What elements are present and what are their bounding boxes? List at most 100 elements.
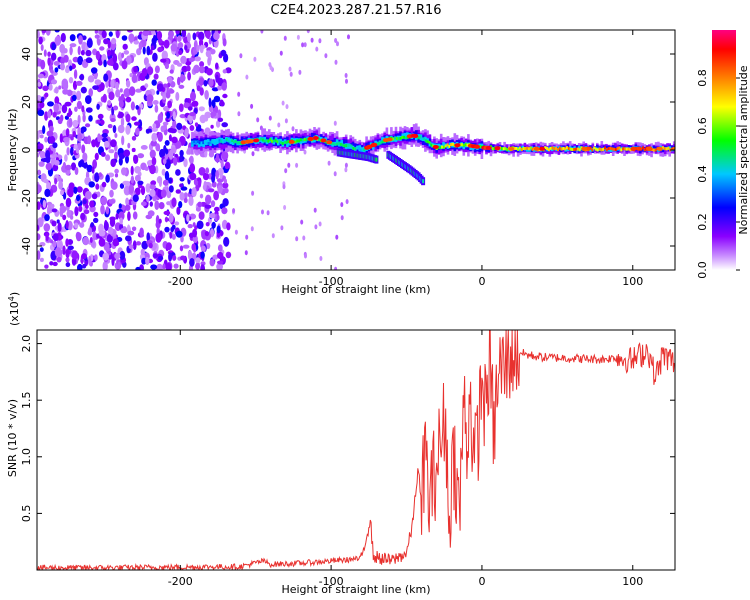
noise-speckle	[149, 201, 153, 207]
noise-speckle	[125, 235, 132, 242]
noise-speckle	[112, 62, 119, 71]
noise-speckle	[221, 122, 228, 128]
trace-cell	[498, 147, 502, 152]
noise-speckle	[166, 201, 172, 206]
noise-speckle	[130, 101, 135, 111]
trace-core	[404, 136, 407, 140]
noise-speckle	[178, 103, 184, 112]
colorbar-ticks: 0.0 0.2 0.4 0.6 0.8	[696, 69, 740, 279]
trace-core	[352, 147, 355, 150]
noise-speckle	[179, 156, 183, 163]
noise-speckle	[191, 100, 199, 108]
noise-speckle	[187, 250, 193, 261]
noise-speckle	[50, 69, 54, 74]
noise-speckle	[215, 153, 220, 164]
noise-speckle	[188, 188, 193, 195]
noise-speckle	[123, 88, 131, 98]
noise-speckle	[119, 217, 123, 225]
trace-cell	[519, 149, 522, 152]
noise-speckle	[168, 89, 175, 94]
trace-hotspot	[494, 146, 501, 151]
trace-core	[423, 137, 425, 141]
noise-speckle	[189, 172, 197, 181]
noise-speckle	[186, 65, 191, 72]
noise-speckle	[78, 160, 83, 168]
noise-speckle	[167, 76, 173, 83]
trace-hotspot	[244, 139, 251, 144]
trace-core	[611, 147, 614, 151]
noise-speckle	[57, 118, 63, 125]
trace-core	[515, 146, 518, 150]
trace-core	[567, 147, 570, 150]
noise-speckle	[71, 250, 79, 260]
x-tick-label: -100	[319, 575, 344, 588]
noise-speckle	[127, 230, 135, 236]
trace-core	[278, 139, 281, 143]
trace-core	[211, 139, 214, 143]
noise-speckle	[54, 96, 60, 105]
noise-speckles	[37, 30, 350, 270]
noise-speckle	[125, 113, 131, 123]
noise-speckle	[162, 93, 166, 100]
noise-speckle	[302, 235, 306, 241]
noise-speckle	[327, 160, 331, 166]
noise-speckle	[172, 255, 177, 261]
noise-speckle	[135, 127, 140, 136]
noise-speckle	[74, 222, 79, 229]
trace-core	[665, 147, 668, 151]
trace-hotspot	[656, 146, 663, 151]
colorbar-label: Normalized spectral amplitude	[737, 65, 750, 234]
trace-core	[504, 147, 507, 151]
noise-speckle	[39, 257, 44, 262]
noise-speckle	[189, 258, 195, 267]
snr-multiplier-exponent: 4	[7, 296, 16, 301]
noise-speckle	[96, 103, 100, 110]
noise-speckle	[77, 45, 81, 56]
noise-speckle	[146, 232, 150, 242]
noise-speckle	[284, 168, 288, 174]
noise-speckle	[205, 222, 210, 227]
noise-speckle	[66, 147, 70, 156]
noise-speckle	[121, 52, 125, 59]
trace-core	[281, 142, 284, 145]
noise-speckle	[149, 149, 156, 159]
noise-speckle	[179, 177, 185, 182]
noise-speckle	[74, 167, 79, 175]
noise-speckle	[175, 230, 183, 238]
noise-speckle	[103, 73, 109, 82]
trace-core	[209, 141, 212, 145]
trace-cell	[609, 148, 613, 152]
x-tick-label: 0	[478, 275, 485, 288]
noise-speckle	[50, 79, 58, 85]
trace-cell	[286, 140, 289, 148]
noise-speckle	[179, 192, 185, 201]
noise-speckle	[67, 220, 73, 231]
snr-y-ticks: 0.5 1.0 1.5 2.0	[20, 335, 675, 522]
noise-speckle	[51, 208, 58, 213]
noise-speckle	[141, 68, 148, 77]
trace-hotspot	[539, 146, 545, 151]
noise-speckle	[167, 127, 174, 133]
trace-core	[195, 141, 197, 145]
trace-core	[549, 146, 552, 150]
noise-speckle	[90, 222, 94, 228]
noise-speckle	[77, 114, 81, 125]
noise-speckle	[37, 109, 45, 117]
noise-speckle	[110, 139, 117, 148]
noise-speckle	[198, 77, 205, 86]
noise-speckle	[145, 128, 153, 133]
noise-speckle	[169, 69, 174, 74]
noise-speckle	[167, 100, 173, 109]
trace-core	[198, 141, 201, 145]
noise-speckle	[266, 210, 270, 216]
noise-speckle	[211, 87, 219, 92]
trace-core	[441, 145, 444, 149]
noise-speckle	[126, 30, 134, 33]
noise-speckle	[103, 38, 109, 45]
noise-speckle	[175, 169, 181, 176]
trace-core	[395, 137, 398, 141]
trace-hotspot	[533, 146, 540, 151]
trace-core	[553, 147, 556, 151]
noise-speckle	[187, 32, 191, 43]
noise-speckle	[199, 87, 204, 96]
